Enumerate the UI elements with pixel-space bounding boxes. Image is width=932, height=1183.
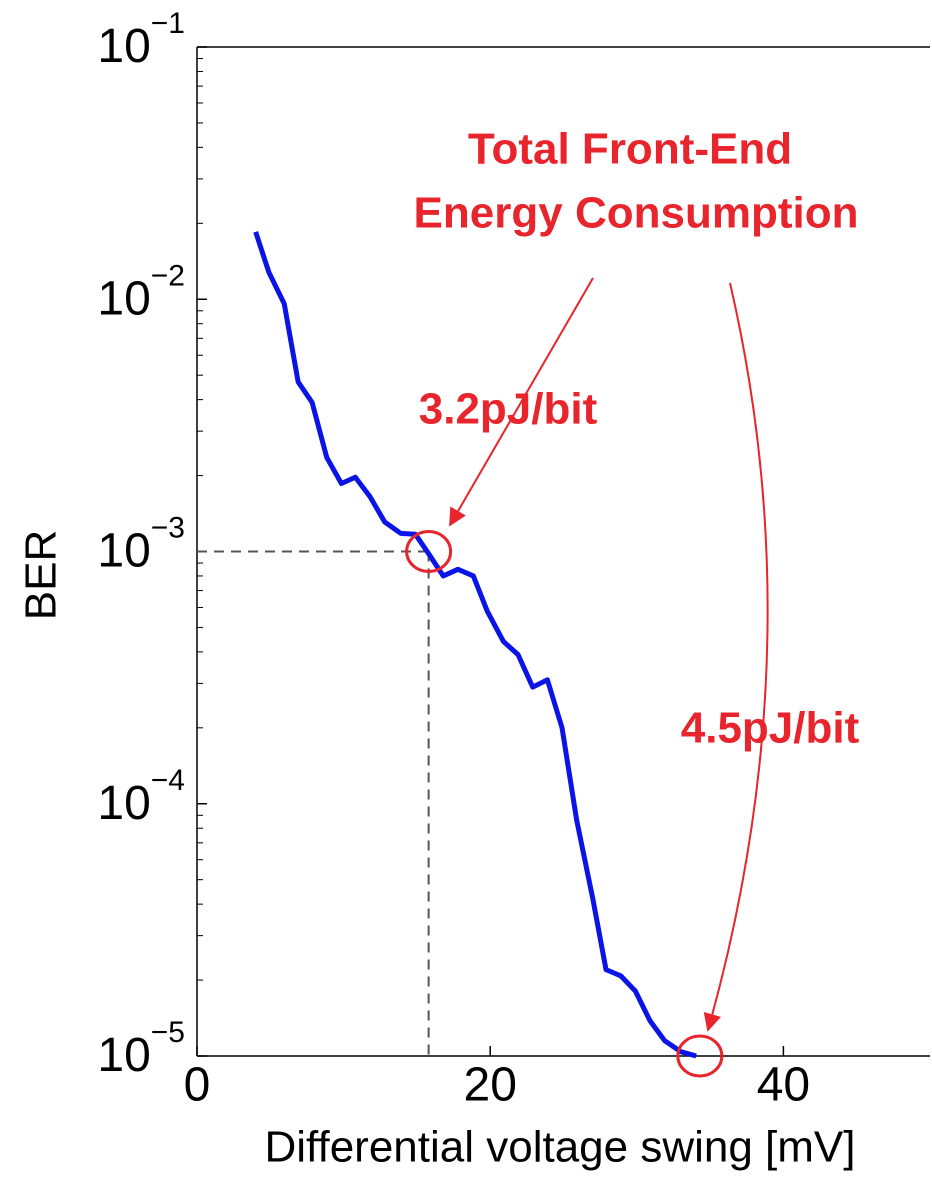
arrow (449, 277, 594, 527)
y-tick-label: 10−3 (97, 511, 185, 577)
data-line (253, 231, 697, 1059)
x-tick-label: 0 (184, 1059, 211, 1112)
y-tick-label: 10−4 (97, 764, 185, 830)
y-tick-exp: −3 (151, 511, 185, 544)
arrow (703, 282, 769, 1032)
y-tick-exp: −5 (151, 1016, 185, 1049)
annotation: Energy Consumption (414, 189, 859, 238)
y-tick-label: 10−1 (97, 7, 185, 73)
y-tick-exp: −4 (151, 764, 185, 797)
highlight-circle (405, 530, 453, 573)
y-tick-exp: −2 (151, 259, 185, 292)
y-axis-label: BER (17, 530, 66, 620)
x-tick-label: 40 (757, 1059, 810, 1112)
y-tick-base: 10 (97, 272, 150, 325)
y-tick-base: 10 (97, 1029, 150, 1082)
x-axis-label: Differential voltage swing [mV] (264, 1123, 855, 1172)
y-tick-label: 10−2 (97, 259, 185, 325)
y-tick-base: 10 (97, 776, 150, 829)
highlight-circle (676, 1034, 724, 1078)
annotation: Total Front-End (468, 125, 792, 174)
y-tick-base: 10 (97, 524, 150, 577)
y-tick-base: 10 (97, 20, 150, 73)
x-tick-label: 20 (464, 1059, 517, 1112)
y-tick-exp: −1 (151, 7, 185, 40)
y-tick-label: 10−5 (97, 1016, 185, 1082)
annotation: 4.5pJ/bit (681, 704, 860, 753)
plot-area: 10−110−210−310−410−50 20 40 (97, 7, 930, 1112)
